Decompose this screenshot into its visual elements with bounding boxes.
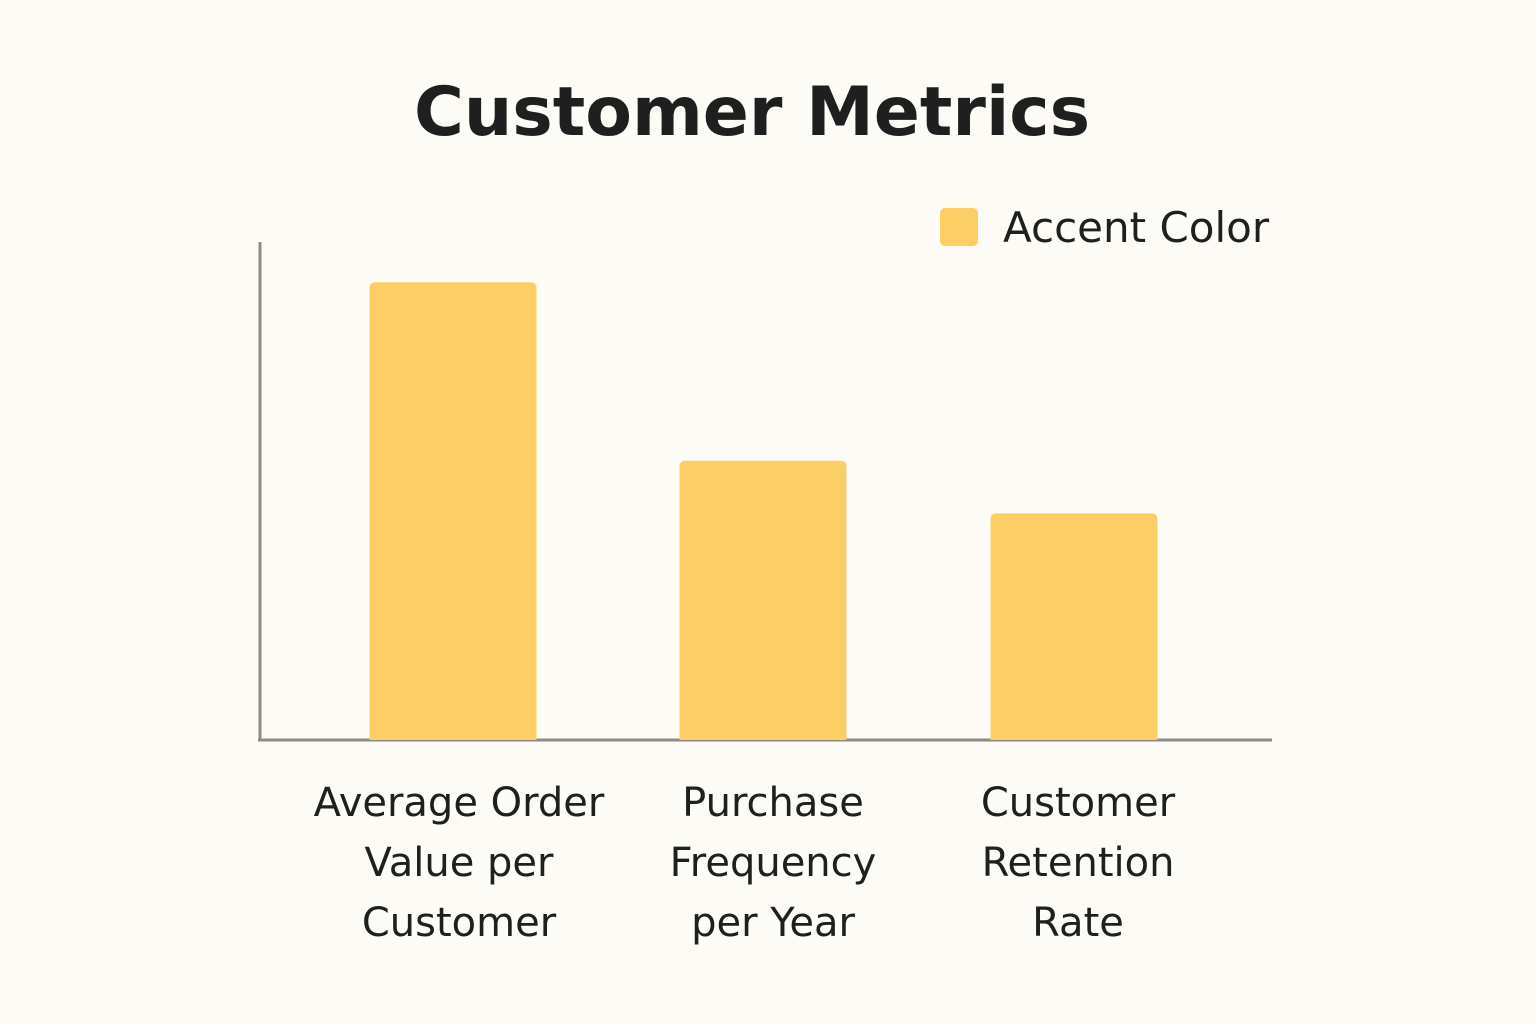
category-label-line: Retention [982,840,1175,886]
category-label-line: Frequency [670,840,877,886]
category-label-line: Average Order [314,780,605,826]
category-label-line: Value per [364,840,554,886]
category-label-3: Customer Retention Rate [981,780,1176,946]
legend-label: Accent Color [1003,203,1270,252]
bar-2 [679,460,847,740]
bar-1 [369,282,537,740]
category-label-line: Purchase [682,780,864,826]
chart-title: Customer Metrics [414,73,1090,152]
category-label-line: Customer [981,780,1176,826]
category-labels: Average Order Value per Customer Purchase Fr… [314,780,1176,946]
bars [369,282,1158,740]
legend-swatch [940,208,978,246]
legend: Accent Color [940,203,1270,252]
category-label-line: per Year [691,900,855,946]
category-label-2: Purchase Frequency per Year [670,780,877,946]
category-label-1: Average Order Value per Customer [314,780,605,946]
category-label-line: Rate [1032,900,1124,946]
category-label-line: Customer [362,900,557,946]
bar-3 [990,513,1158,740]
